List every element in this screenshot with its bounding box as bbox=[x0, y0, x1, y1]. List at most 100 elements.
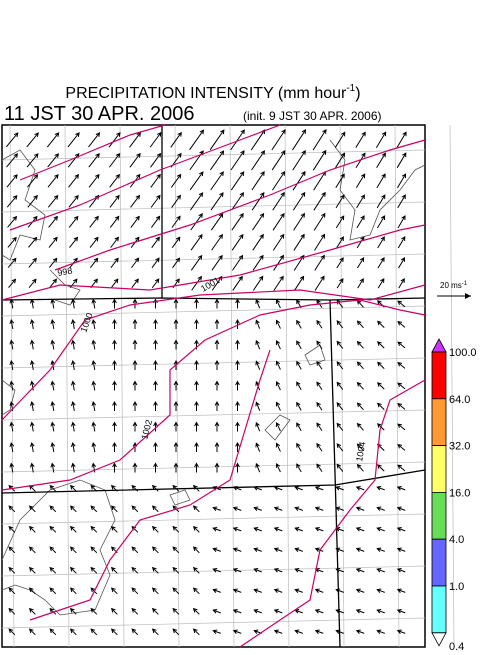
wind-vector bbox=[109, 215, 120, 228]
wind-vector bbox=[192, 525, 200, 533]
wind-vector bbox=[90, 607, 98, 615]
wind-vector bbox=[396, 629, 406, 634]
wind-vector bbox=[89, 257, 99, 268]
wind-vector bbox=[356, 402, 364, 411]
wind-vector bbox=[251, 171, 265, 191]
wind-vector bbox=[355, 527, 365, 532]
wind-vector bbox=[132, 359, 138, 370]
grid-line bbox=[394, 124, 400, 648]
grid-line bbox=[229, 124, 235, 648]
colorbar-segment bbox=[431, 585, 447, 634]
wind-vector bbox=[293, 212, 305, 231]
wind-vector bbox=[150, 194, 161, 208]
wind-vector bbox=[376, 402, 385, 410]
isobar bbox=[1, 299, 426, 491]
vector-legend-head bbox=[465, 293, 471, 299]
wind-vector bbox=[235, 380, 240, 391]
wind-vector bbox=[251, 191, 265, 211]
wind-vector bbox=[50, 401, 56, 412]
wind-vector bbox=[355, 173, 366, 189]
title-main: PRECIPITATION INTENSITY (mm hour bbox=[65, 85, 347, 102]
wind-vector bbox=[273, 588, 283, 593]
wind-vector bbox=[397, 173, 407, 189]
wind-vector bbox=[294, 275, 305, 291]
wind-vector bbox=[314, 609, 324, 614]
wind-vector bbox=[272, 212, 285, 231]
wind-vector bbox=[356, 236, 365, 249]
island bbox=[169, 489, 191, 506]
wind-vector bbox=[8, 525, 16, 533]
wind-vector bbox=[273, 629, 283, 634]
wind-vector bbox=[26, 153, 39, 168]
wind-vector bbox=[294, 486, 303, 491]
wind-vector bbox=[336, 340, 344, 349]
vector-legend-exponent: -1 bbox=[462, 281, 468, 287]
wind-vector bbox=[210, 150, 225, 171]
wind-vector bbox=[376, 568, 385, 573]
wind-vector bbox=[253, 547, 262, 552]
wind-vector bbox=[28, 587, 36, 595]
wind-vector bbox=[49, 505, 57, 513]
wind-vector bbox=[253, 506, 262, 511]
wind-vector bbox=[151, 505, 159, 513]
wind-vector bbox=[396, 547, 406, 552]
coastline bbox=[49, 269, 81, 306]
wind-vector bbox=[275, 442, 281, 452]
wind-vector bbox=[110, 278, 119, 289]
grid-line bbox=[174, 124, 180, 648]
wind-vector bbox=[212, 609, 221, 614]
wind-vector bbox=[49, 607, 57, 615]
wind-vector bbox=[172, 628, 180, 636]
wind-vector bbox=[231, 212, 244, 231]
wind-vector bbox=[314, 486, 324, 491]
wind-vector bbox=[231, 192, 245, 211]
wind-vector bbox=[153, 359, 158, 370]
wind-vector bbox=[151, 484, 159, 492]
wind-vector bbox=[29, 442, 35, 453]
wind-vector bbox=[47, 194, 59, 208]
wind-vector bbox=[335, 173, 345, 189]
wind-vector bbox=[112, 339, 117, 350]
wind-vector bbox=[273, 275, 284, 291]
wind-vector bbox=[293, 233, 305, 251]
isobar bbox=[54, 139, 426, 271]
wind-vector bbox=[356, 361, 364, 370]
wind-vector bbox=[90, 628, 98, 636]
wind-vector bbox=[355, 131, 366, 148]
wind-vector bbox=[336, 361, 344, 370]
wind-vector bbox=[335, 486, 344, 491]
wind-vector bbox=[232, 629, 242, 634]
wind-vector bbox=[235, 359, 240, 370]
wind-vector bbox=[376, 629, 385, 634]
wind-vector bbox=[173, 298, 179, 309]
wind-vector bbox=[396, 568, 406, 573]
wind-vector bbox=[112, 380, 117, 391]
wind-vector bbox=[232, 275, 243, 291]
wind-vector bbox=[355, 609, 365, 614]
wind-vector bbox=[192, 546, 200, 554]
wind-vector bbox=[47, 173, 59, 188]
colorbar-label: 100.0 bbox=[449, 347, 477, 359]
grid-line bbox=[1, 513, 426, 525]
wind-vector bbox=[377, 236, 385, 249]
wind-vector bbox=[397, 236, 406, 249]
wind-vector bbox=[28, 607, 36, 615]
wind-vector bbox=[132, 318, 138, 329]
wind-vector bbox=[192, 628, 200, 636]
wind-vector bbox=[70, 319, 76, 330]
colorbar-segment bbox=[431, 491, 447, 540]
wind-vector bbox=[397, 361, 406, 369]
wind-vector bbox=[50, 380, 56, 391]
wind-vector bbox=[212, 629, 221, 634]
wind-vector bbox=[275, 422, 281, 432]
wind-vector bbox=[334, 131, 346, 148]
colorbar: 100.0 64.0 32.0 16.0 4.0 1.0 0.4 bbox=[431, 338, 477, 653]
wind-vector bbox=[91, 462, 97, 473]
wind-vector bbox=[69, 607, 77, 615]
wind-vector bbox=[108, 132, 121, 148]
wind-vector bbox=[6, 194, 18, 208]
wind-vector bbox=[68, 194, 79, 208]
wind-vector bbox=[88, 152, 100, 168]
wind-vector bbox=[376, 506, 385, 511]
wind-vector bbox=[131, 587, 139, 595]
